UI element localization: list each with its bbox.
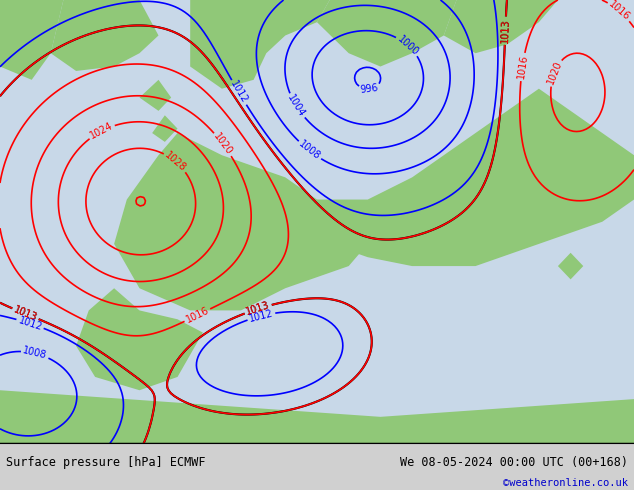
Text: 1013: 1013 — [245, 300, 271, 318]
Text: ©weatheronline.co.uk: ©weatheronline.co.uk — [503, 478, 628, 488]
Text: Surface pressure [hPa] ECMWF: Surface pressure [hPa] ECMWF — [6, 457, 206, 469]
Text: 1013: 1013 — [245, 300, 271, 318]
Text: 1012: 1012 — [17, 315, 43, 332]
Text: 1008: 1008 — [22, 345, 48, 361]
Text: 1013: 1013 — [500, 18, 511, 43]
Text: We 08-05-2024 00:00 UTC (00+168): We 08-05-2024 00:00 UTC (00+168) — [399, 457, 628, 469]
Text: 1012: 1012 — [228, 79, 250, 106]
Text: 996: 996 — [360, 83, 379, 95]
Text: 1013: 1013 — [12, 304, 39, 323]
Text: 1012: 1012 — [248, 308, 275, 324]
Text: 1008: 1008 — [297, 139, 322, 162]
Text: 1016: 1016 — [515, 54, 529, 80]
Text: 1028: 1028 — [163, 150, 188, 173]
Text: 1016: 1016 — [184, 305, 210, 325]
Text: 1016: 1016 — [607, 0, 632, 23]
Text: 1013: 1013 — [12, 304, 39, 323]
Text: 1004: 1004 — [286, 93, 307, 119]
Text: 1020: 1020 — [212, 131, 235, 157]
Text: 1024: 1024 — [88, 121, 115, 141]
Text: 1013: 1013 — [500, 18, 511, 43]
Text: 1020: 1020 — [545, 59, 564, 86]
Text: 1000: 1000 — [396, 33, 420, 57]
